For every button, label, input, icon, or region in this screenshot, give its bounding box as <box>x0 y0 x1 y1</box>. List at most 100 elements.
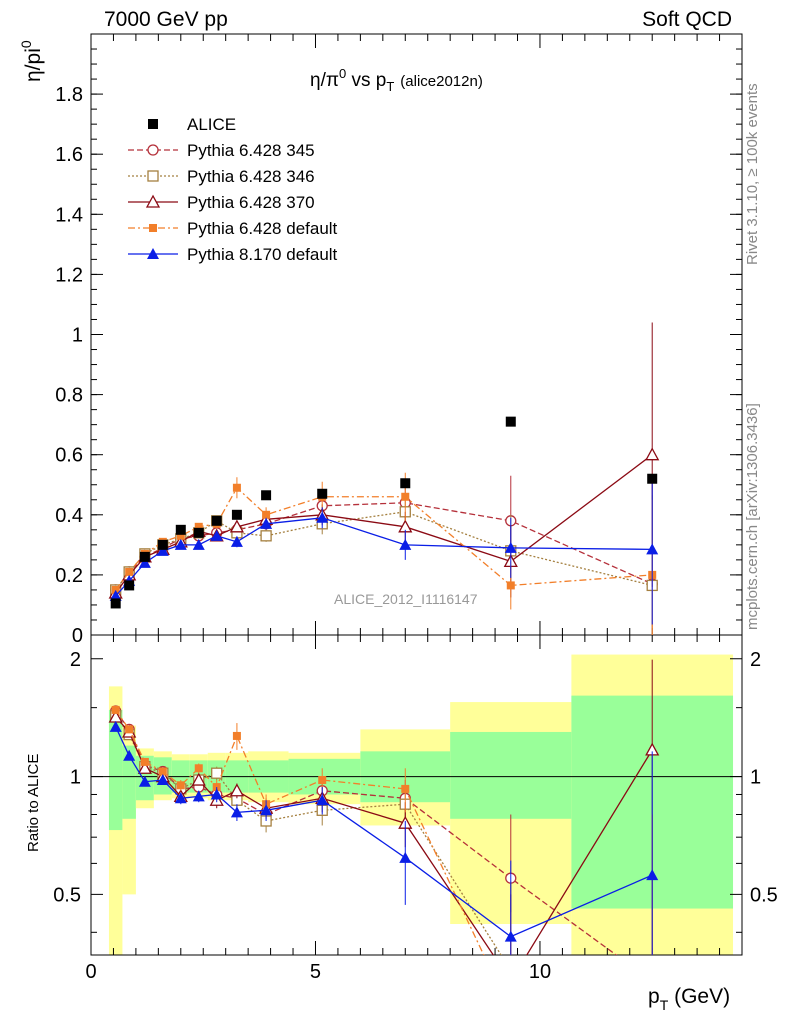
y-tick-label: 0.6 <box>55 445 83 467</box>
legend-label: ALICE <box>187 115 236 134</box>
alice-data-point <box>211 515 222 526</box>
series-3-ratio-point <box>111 705 120 714</box>
ratio-y-tick-label-right: 1 <box>750 767 761 789</box>
main-panel: 0 0.2 0.4 0.6 0.8 1 1.2 1.4 1.6 1.8 <box>55 33 743 647</box>
series-3-ratio-point <box>176 781 185 790</box>
series-3-ratio-point <box>507 1008 515 1016</box>
y-tick-label: 1.2 <box>55 264 83 286</box>
series-3-main <box>111 472 657 635</box>
series-2-ratio-point <box>505 975 517 986</box>
series-3-point <box>194 522 203 531</box>
series-2-point <box>229 519 245 533</box>
ylabel-main: η/pi <box>22 48 45 82</box>
series-4-ratio-point <box>109 720 122 732</box>
series-4-ratio-point <box>230 806 243 818</box>
alice-data-point <box>124 580 135 591</box>
series-layer <box>108 322 660 1016</box>
series-2-main <box>108 322 660 599</box>
y-tick-label: 1.6 <box>55 144 83 166</box>
ratio-y-axis-label: Ratio to ALICE <box>25 754 42 852</box>
alice-data-point <box>139 551 150 562</box>
legend-label: Pythia 6.428 346 <box>187 167 315 186</box>
series-3-point <box>111 585 120 594</box>
legend-label: Pythia 6.428 345 <box>187 141 315 160</box>
series-3-ratio-point <box>194 764 203 773</box>
title-sup: 0 <box>339 66 346 81</box>
ratio-y-tick-label: 2 <box>70 649 81 671</box>
series-3-point <box>262 510 271 519</box>
header-left: 7000 GeV pp <box>104 8 228 31</box>
ratio-y-tick-label: 1 <box>70 767 81 789</box>
series-4-point <box>260 517 273 529</box>
y-tick-label: 1.4 <box>55 204 83 226</box>
series-3-ratio-point <box>401 784 410 793</box>
alice-data <box>110 416 658 609</box>
series-2-point <box>645 447 660 461</box>
series-3-ratio-point <box>318 775 327 784</box>
analysis-id-label: ALICE_2012_I1116147 <box>334 591 478 607</box>
ylabel-sup: 0 <box>18 40 34 48</box>
legend-marker <box>147 170 159 182</box>
series-4-point <box>156 544 169 556</box>
legend-marker <box>149 224 157 232</box>
series-3-ratio-point <box>125 725 134 734</box>
x-tick-label: 5 <box>310 961 321 983</box>
title-sub: T <box>386 79 394 94</box>
y-axis-label: η/pi0 <box>18 40 45 82</box>
series-3-point <box>506 581 515 590</box>
series-3-ratio-point <box>158 767 167 776</box>
series-0-main <box>110 475 658 635</box>
series-3-ratio-point <box>648 977 656 985</box>
series-3-ratio-point <box>140 757 149 766</box>
alice-data-point <box>505 416 516 427</box>
alice-data-point <box>647 473 658 484</box>
green-band-1 <box>122 745 136 819</box>
series-4-ratio-point <box>316 794 329 806</box>
green-band-11 <box>450 731 572 819</box>
alice-data-point <box>400 478 411 489</box>
mc-uncertainty-bands <box>108 654 734 955</box>
series-2-ratio-point <box>137 760 152 774</box>
series-4-point <box>399 538 412 550</box>
ratio-panel: 0 5 10 0.5 0.5 1 1 2 2 <box>53 634 778 983</box>
series-4-ratio-point <box>399 851 412 863</box>
xlabel-unit: (GeV) <box>668 985 730 1008</box>
series-1-main <box>110 495 658 635</box>
green-band-0 <box>108 709 123 831</box>
chart-title: η/π0 vs pT (alice2012n) <box>310 66 483 94</box>
alice-data-point <box>193 527 204 538</box>
xlabel-main: p <box>648 985 660 1008</box>
title-eta-pi: η/π <box>310 70 339 91</box>
alice-data-point <box>317 488 328 499</box>
y-tick-label: 1 <box>72 325 83 347</box>
legend: ALICE Pythia 6.428 345 Pythia 6.428 346 Pyt… <box>128 115 338 264</box>
x-tick-label: 10 <box>529 961 551 983</box>
series-2-ratio-point <box>229 783 245 797</box>
header-right: Soft QCD <box>642 8 732 31</box>
alice-data-point <box>231 509 242 520</box>
series-2-ratio-point <box>191 772 206 786</box>
legend-label: Pythia 6.428 370 <box>187 193 315 212</box>
series-4-point <box>174 538 187 550</box>
series-4-point <box>504 541 517 553</box>
series-3-point <box>232 483 241 492</box>
series-4-ratio-point <box>260 804 273 816</box>
series-4-ratio-point <box>138 775 151 787</box>
series-4-point <box>138 556 151 568</box>
legend-marker <box>148 119 158 129</box>
series-4-ratio-point <box>174 792 187 804</box>
series-4-ratio-point <box>156 773 169 785</box>
ratio-frame-box <box>90 634 743 956</box>
ratio-y-tick-label-right: 0.5 <box>750 884 778 906</box>
y-tick-label: 0.4 <box>55 505 83 527</box>
series-1-ratio-point <box>506 965 516 975</box>
series-4-ratio-point <box>646 869 659 881</box>
series-1-point <box>260 530 272 542</box>
series-4-ratio-point <box>504 930 517 942</box>
series-4-point <box>316 511 329 523</box>
x-tick-label: 0 <box>85 961 96 983</box>
y-tick-label: 0 <box>72 625 83 647</box>
legend-marker <box>147 248 159 259</box>
series-1-ratio-point <box>211 767 223 779</box>
series-4-ratio <box>109 720 659 955</box>
